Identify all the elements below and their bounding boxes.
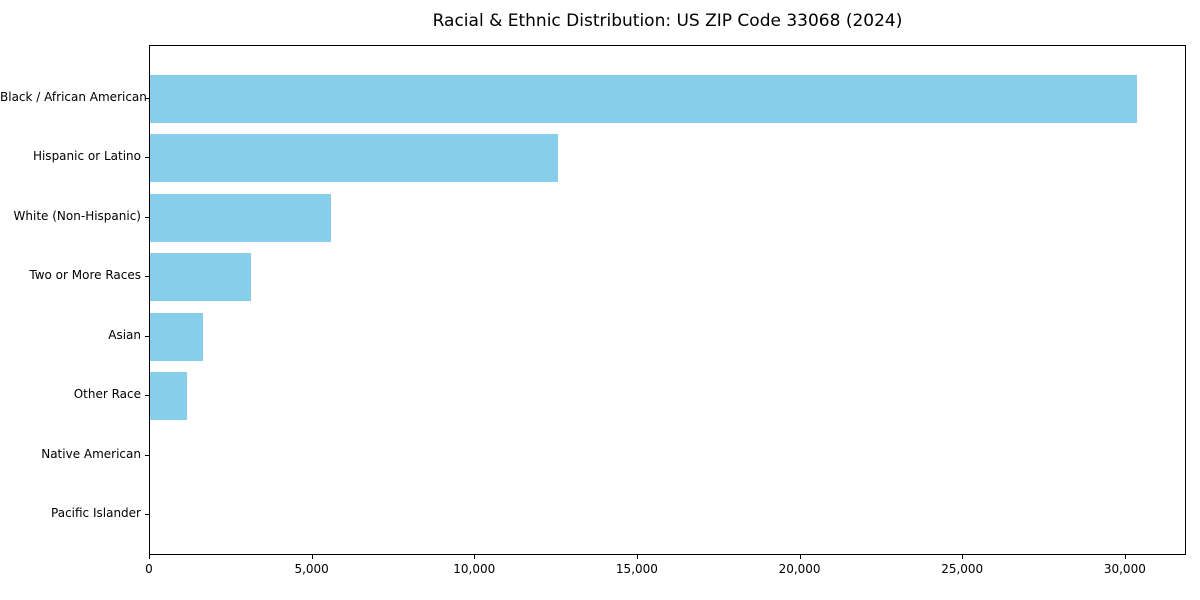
y-tick-mark — [145, 454, 149, 456]
x-tick-mark — [1124, 555, 1126, 559]
y-tick-label-two-or-more-races: Two or More Races — [29, 268, 141, 283]
y-tick-label-hispanic-or-latino: Hispanic or Latino — [32, 149, 141, 164]
y-tick-label-black-african-american: Black / African American — [0, 90, 147, 104]
bar-asian — [150, 312, 204, 361]
bar-two-or-more-races — [150, 253, 251, 302]
x-tick-label-15000: 15,000 — [615, 562, 658, 576]
y-tick-label-other-race: Other Race — [73, 387, 141, 402]
x-tick-mark — [962, 555, 964, 559]
y-tick-mark — [145, 395, 149, 397]
y-tick-mark — [145, 335, 149, 337]
x-tick-label-20000: 20,000 — [778, 562, 821, 576]
bar-white-non-hispanic — [150, 193, 332, 242]
y-tick-mark — [145, 98, 149, 99]
x-tick-label-0: 0 — [145, 562, 153, 576]
plot-area — [149, 45, 1186, 555]
y-tick-mark — [145, 276, 149, 278]
x-tick-mark — [311, 555, 313, 559]
x-tick-label-25000: 25,000 — [941, 562, 984, 576]
x-tick-mark — [636, 555, 638, 559]
x-tick-label-5000: 5,000 — [294, 562, 329, 576]
x-tick-mark — [474, 555, 476, 559]
bar-hispanic-or-latino — [150, 134, 558, 183]
y-tick-mark — [145, 157, 149, 159]
y-tick-mark — [145, 514, 149, 516]
y-tick-label-asian: Asian — [108, 327, 141, 342]
x-tick-label-10000: 10,000 — [453, 562, 496, 576]
x-tick-label-30000: 30,000 — [1103, 562, 1146, 576]
bar-other-race — [150, 372, 188, 421]
bar-black-african-american — [150, 75, 1137, 123]
x-tick-mark — [149, 555, 150, 559]
y-tick-label-white-non-hispanic: White (Non-Hispanic) — [13, 208, 141, 223]
x-tick-mark — [799, 555, 801, 559]
chart-title: Racial & Ethnic Distribution: US ZIP Cod… — [432, 11, 903, 31]
y-tick-label-pacific-islander: Pacific Islander — [51, 506, 141, 521]
y-tick-label-native-american: Native American — [41, 446, 141, 461]
y-tick-mark — [145, 216, 149, 218]
